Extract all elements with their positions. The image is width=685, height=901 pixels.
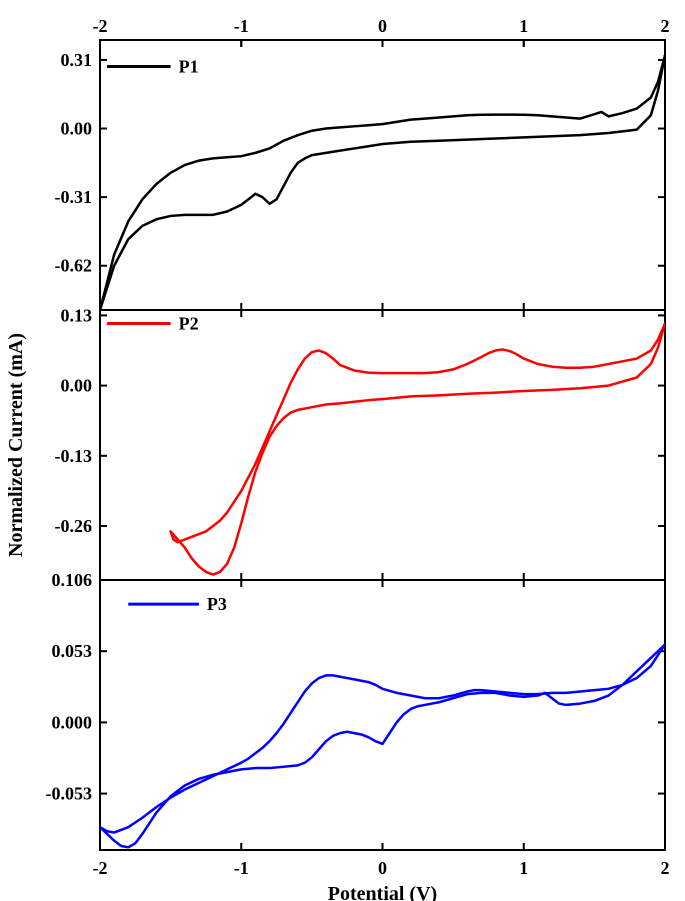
cv-figure: -2 -1 0 1 2 -0.62 -0.31 0.00 0.31 P1 -0.26 -0.13 0.0… [0, 0, 685, 901]
x-tick-label-top: 0 [378, 16, 387, 36]
cv-svg: -2 -1 0 1 2 -0.62 -0.31 0.00 0.31 P1 -0.26 -0.13 0.0… [0, 0, 685, 901]
y-tick-label: 0.13 [61, 305, 93, 325]
x-tick-label-bottom: 0 [378, 858, 387, 878]
legend-label-P2: P2 [179, 314, 199, 334]
legend-label-P1: P1 [179, 57, 199, 77]
x-tick-label-bottom: 2 [661, 858, 670, 878]
y-tick-label: 0.00 [61, 376, 93, 396]
y-tick-label: -0.26 [55, 516, 93, 536]
y-tick-label: 0.000 [52, 712, 93, 732]
x-tick-label-top: 2 [661, 16, 670, 36]
x-tick-label-top: 1 [519, 16, 528, 36]
y-tick-label: -0.31 [55, 187, 93, 207]
x-tick-label-bottom: 1 [519, 858, 528, 878]
x-tick-label-bottom: -1 [234, 858, 249, 878]
y-tick-label: 0.00 [61, 119, 93, 139]
x-tick-label-top: -2 [93, 16, 108, 36]
x-axis-title: Potential (V) [328, 883, 437, 901]
y-tick-label: -0.053 [46, 784, 93, 804]
x-tick-label-bottom: -2 [93, 858, 108, 878]
y-tick-label: -0.62 [55, 256, 93, 276]
y-tick-label: 0.31 [61, 50, 93, 70]
y-tick-label: 0.053 [52, 641, 93, 661]
y-tick-label: -0.13 [55, 446, 93, 466]
y-tick-label: 0.106 [52, 570, 93, 590]
legend-label-P3: P3 [207, 594, 227, 614]
x-tick-label-top: -1 [234, 16, 249, 36]
y-axis-title: Normalized Current (mA) [5, 333, 27, 557]
